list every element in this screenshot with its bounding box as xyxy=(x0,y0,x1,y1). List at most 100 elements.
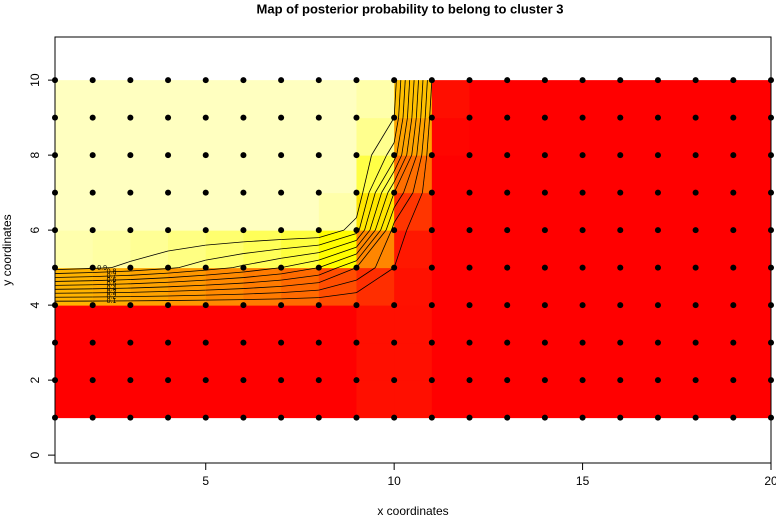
image-cell xyxy=(733,268,771,306)
image-cell xyxy=(130,343,168,381)
y-tick-label: 6 xyxy=(28,226,42,233)
image-cell xyxy=(93,80,131,118)
grid-point xyxy=(467,190,473,196)
grid-point xyxy=(240,415,246,421)
image-cell xyxy=(507,193,545,231)
image-cell xyxy=(206,155,244,193)
image-cell xyxy=(243,118,281,156)
grid-point xyxy=(203,115,209,121)
grid-point xyxy=(580,302,586,308)
image-cell xyxy=(507,155,545,193)
image-cell xyxy=(583,380,621,418)
grid-point xyxy=(504,377,510,383)
image-cell xyxy=(168,80,206,118)
grid-point xyxy=(655,265,661,271)
grid-point xyxy=(655,340,661,346)
image-cell xyxy=(206,80,244,118)
image-cell xyxy=(55,230,93,268)
image-cell xyxy=(583,80,621,118)
image-cell xyxy=(281,193,319,231)
grid-point xyxy=(165,77,171,83)
grid-point xyxy=(203,340,209,346)
image-cell xyxy=(55,380,93,418)
grid-point xyxy=(617,302,623,308)
chart-title: Map of posterior probability to belong t… xyxy=(257,1,564,16)
image-cell xyxy=(733,380,771,418)
grid-point xyxy=(240,265,246,271)
grid-point xyxy=(203,377,209,383)
grid-point xyxy=(693,115,699,121)
image-cell xyxy=(620,80,658,118)
grid-point xyxy=(542,340,548,346)
image-cell xyxy=(356,80,394,118)
image-cell xyxy=(507,380,545,418)
image-cell xyxy=(696,305,734,343)
image-cell xyxy=(356,268,394,306)
image-cell xyxy=(507,80,545,118)
grid-point xyxy=(655,302,661,308)
image-cell xyxy=(658,118,696,156)
image-cell xyxy=(432,155,470,193)
grid-point xyxy=(391,377,397,383)
grid-point xyxy=(165,415,171,421)
grid-point xyxy=(127,415,133,421)
grid-point xyxy=(730,227,736,233)
image-cell xyxy=(319,193,357,231)
grid-point xyxy=(467,265,473,271)
grid-point xyxy=(542,152,548,158)
image-cell xyxy=(545,230,583,268)
grid-point xyxy=(542,115,548,121)
grid-point xyxy=(353,77,359,83)
grid-point xyxy=(203,227,209,233)
x-tick-label: 10 xyxy=(387,474,401,488)
grid-point xyxy=(316,227,322,233)
image-cell xyxy=(545,193,583,231)
grid-point xyxy=(730,415,736,421)
image-cell xyxy=(281,230,319,268)
grid-point xyxy=(278,377,284,383)
image-cell xyxy=(620,305,658,343)
grid-point xyxy=(655,377,661,383)
image-cell xyxy=(130,380,168,418)
grid-point xyxy=(580,415,586,421)
image-cell xyxy=(583,305,621,343)
image-cell xyxy=(394,343,432,381)
image-cell xyxy=(620,193,658,231)
image-cell xyxy=(658,305,696,343)
grid-point xyxy=(504,265,510,271)
grid-point xyxy=(580,377,586,383)
x-tick-label: 15 xyxy=(576,474,590,488)
image-cell xyxy=(545,380,583,418)
image-cell xyxy=(583,155,621,193)
grid-point xyxy=(467,302,473,308)
grid-point xyxy=(429,340,435,346)
grid-point xyxy=(693,302,699,308)
grid-point xyxy=(693,227,699,233)
grid-point xyxy=(504,415,510,421)
image-cell xyxy=(206,230,244,268)
grid-point xyxy=(278,227,284,233)
grid-point xyxy=(240,77,246,83)
image-cell xyxy=(356,343,394,381)
image-cell xyxy=(658,268,696,306)
grid-point xyxy=(278,340,284,346)
image-cell xyxy=(658,230,696,268)
image-cell xyxy=(356,155,394,193)
image-cell xyxy=(733,155,771,193)
contour-label: 0.8 xyxy=(107,269,117,276)
image-cell xyxy=(319,380,357,418)
image-cell xyxy=(281,305,319,343)
grid-point xyxy=(316,265,322,271)
image-cell xyxy=(696,380,734,418)
grid-point xyxy=(730,377,736,383)
image-cell xyxy=(243,305,281,343)
image-cell xyxy=(733,193,771,231)
grid-point xyxy=(467,115,473,121)
image-cell xyxy=(394,155,432,193)
grid-point xyxy=(693,265,699,271)
image-cell xyxy=(243,193,281,231)
grid-point xyxy=(240,227,246,233)
contour-label: 0.9 xyxy=(97,265,107,272)
grid-point xyxy=(542,227,548,233)
grid-point xyxy=(580,190,586,196)
